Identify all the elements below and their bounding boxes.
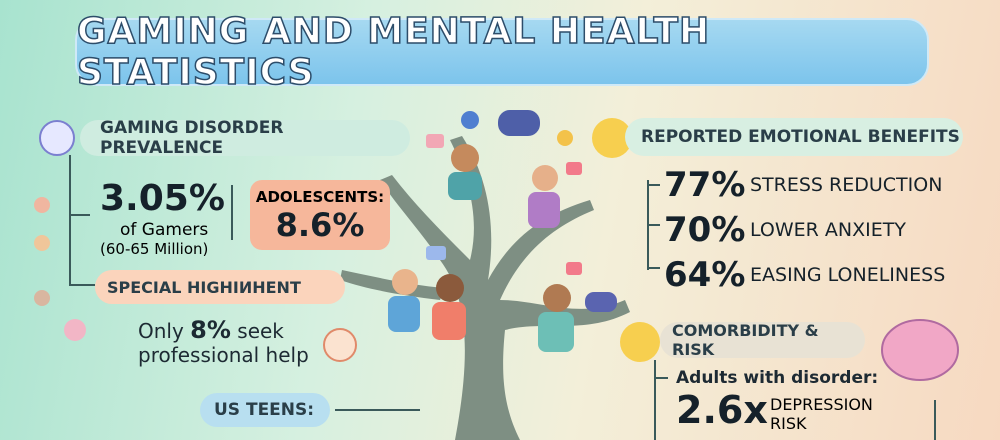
value: 2.6x [676, 388, 768, 432]
stat-value: 3.05% [100, 178, 225, 219]
benefit-value: 70% [664, 210, 746, 250]
benefit-label: EASING LONELINESS [750, 264, 946, 286]
callout: ADOLESCENTS: 8.6% [250, 180, 390, 250]
benefit-label: STRESS REDUCTION [750, 174, 943, 196]
section-heading: US TEENS: [200, 393, 330, 427]
section-heading: COMORBIDITY & RISK [660, 321, 865, 359]
callout-value: 8.6% [275, 206, 365, 244]
benefit-label: LOWER ANXIETY [750, 219, 906, 241]
text: Only [138, 319, 184, 343]
connectors [69, 155, 936, 440]
section-heading: REPORTED EMOTIONAL BENEFITS [625, 118, 963, 156]
section-heading: SPECIAL HIGHIИHENT [95, 270, 345, 304]
text: Adults with disorder: [676, 368, 879, 388]
section-heading: GAMING DISORDER PREVALENCE [80, 118, 410, 158]
highlight-text: Only 8% seek professional help [138, 318, 309, 367]
text: seek [237, 319, 284, 343]
value: 8% [190, 316, 231, 344]
people [388, 144, 574, 352]
stat-text: of Gamers [120, 220, 209, 240]
text: RISK [770, 414, 807, 433]
callout-label: ADOLESCENTS: [255, 188, 385, 206]
stat-text: (60-65 Million) [100, 240, 209, 258]
title-banner: GAMING AND MENTAL HEALTH STATISTICS [75, 10, 929, 94]
title: GAMING AND MENTAL HEALTH STATISTICS [76, 10, 711, 94]
benefit-value: 64% [664, 255, 746, 295]
text: professional help [138, 343, 309, 367]
text: DEPRESSION [770, 395, 873, 414]
benefit-value: 77% [664, 165, 746, 205]
